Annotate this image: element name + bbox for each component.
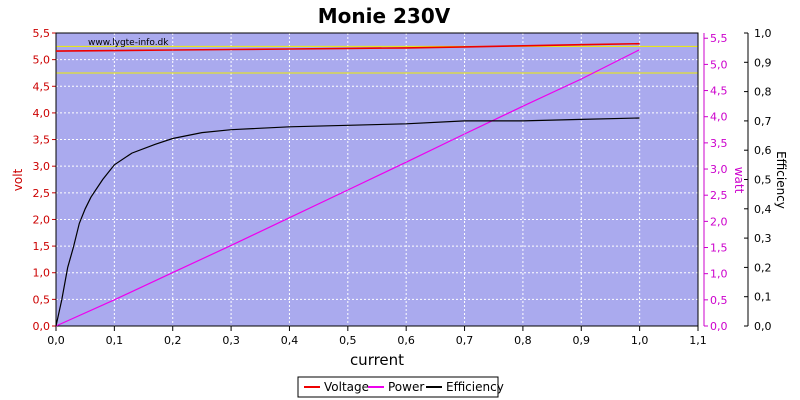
y-left-tick-label: 0,5 — [33, 293, 51, 306]
y-right-power-tick-label: 1,5 — [710, 242, 728, 255]
series-line-power — [55, 49, 640, 327]
y-right-power-tick-label: 3,5 — [710, 137, 728, 150]
x-tick-label: 0,4 — [281, 334, 299, 347]
y-right-power-tick-label: 4,5 — [710, 85, 728, 98]
y-right-eff-tick-label: 1,0 — [754, 27, 772, 40]
y-right-power-tick-label: 1,0 — [710, 268, 728, 281]
y-right-power-tick-label: 0,0 — [710, 320, 728, 333]
y-left-tick-label: 5,0 — [33, 54, 51, 67]
x-tick-label: 1,1 — [689, 334, 707, 347]
series-line-efficiency — [55, 117, 640, 327]
legend-box — [297, 376, 499, 398]
y-left-tick-label: 1,5 — [33, 240, 51, 253]
y-right-eff-label: Efficiency — [774, 151, 788, 209]
y-left-tick-label: 4,5 — [33, 80, 51, 93]
y-right-power-label: watt — [732, 167, 746, 194]
plot-area: 0,0 0,1 0,2 0,3 0,4 0,5 0,6 0,7 0,8 0,9 1,0 1,10,00… — [33, 27, 772, 347]
y-right-eff-tick-label: 0,9 — [754, 56, 772, 69]
y-left-tick-label: 3,5 — [33, 134, 51, 147]
x-tick-label: 1,0 — [631, 334, 649, 347]
y-left-tick-label: 5,5 — [33, 27, 51, 40]
x-tick-label: 0,6 — [397, 334, 415, 347]
y-left-tick-label: 1,0 — [33, 267, 51, 280]
y-right-power-tick-label: 5,5 — [710, 32, 728, 45]
y-right-power-tick-label: 2,0 — [710, 215, 728, 228]
y-left-tick-label: 2,5 — [33, 187, 51, 200]
y-right-eff-tick-label: 0,7 — [754, 115, 772, 128]
y-left-tick-label: 3,0 — [33, 160, 51, 173]
x-tick-label: 0,1 — [106, 334, 124, 347]
x-axis-label: current — [350, 351, 404, 369]
y-left-tick-label: 2,0 — [33, 213, 51, 226]
y-right-power-tick-label: 2,5 — [710, 189, 728, 202]
chart-title: Monie 230V — [318, 4, 451, 28]
y-right-eff-tick-label: 0,2 — [754, 261, 772, 274]
plot-frame — [55, 32, 699, 327]
y-right-eff-tick-label: 0,5 — [754, 174, 772, 187]
x-tick-label: 0,8 — [514, 334, 532, 347]
y-left-label: volt — [11, 168, 25, 191]
y-right-eff-tick-label: 0,3 — [754, 232, 772, 245]
y-left-tick-label: 0,0 — [33, 320, 51, 333]
x-tick-label: 0,2 — [164, 334, 182, 347]
x-tick-label: 0,3 — [222, 334, 240, 347]
y-right-power-tick-label: 5,0 — [710, 58, 728, 71]
y-left-tick-label: 4,0 — [33, 107, 51, 120]
y-right-power-tick-label: 0,5 — [710, 294, 728, 307]
watermark-text: www.lygte-info.dk — [88, 38, 169, 48]
x-tick-label: 0,9 — [573, 334, 591, 347]
legend: Voltage Power Efficiency — [297, 376, 504, 398]
y-right-power-tick-label: 3,0 — [710, 163, 728, 176]
y-right-eff-tick-label: 0,8 — [754, 86, 772, 99]
x-tick-label: 0,5 — [339, 334, 357, 347]
x-tick-label: 0,7 — [456, 334, 474, 347]
y-right-power-tick-label: 4,0 — [710, 111, 728, 124]
legend-label-power: Power — [388, 380, 424, 394]
x-tick-label: 0,0 — [47, 334, 65, 347]
legend-label-efficiency: Efficiency — [446, 380, 504, 394]
series-line-voltage — [55, 42, 640, 52]
y-right-eff-tick-label: 0,0 — [754, 320, 772, 333]
legend-label-voltage: Voltage — [324, 380, 369, 394]
y-right-eff-tick-label: 0,6 — [754, 144, 772, 157]
y-right-eff-tick-label: 0,4 — [754, 203, 772, 216]
y-right-eff-tick-label: 0,1 — [754, 291, 772, 304]
